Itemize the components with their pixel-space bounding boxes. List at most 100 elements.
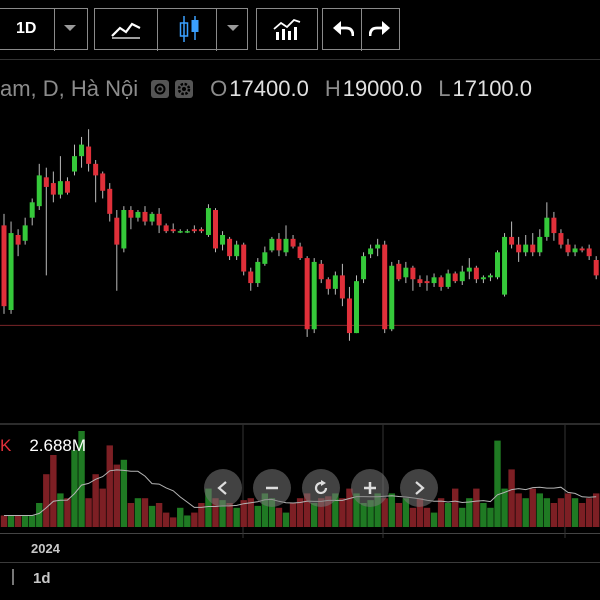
volume-bar [240, 500, 247, 527]
candle-body [22, 225, 28, 241]
candle-body [205, 208, 211, 235]
volume-bar [64, 498, 71, 527]
candle-body [156, 213, 162, 226]
candle-body [382, 244, 388, 330]
gear-icon[interactable] [174, 79, 194, 99]
candle-body [403, 267, 409, 278]
pane-divider [0, 423, 600, 425]
volume-bar [120, 459, 128, 527]
volume-bar [487, 507, 494, 527]
volume-bar [268, 498, 276, 527]
candle-body [177, 231, 183, 233]
candle-body [86, 146, 92, 164]
candle-body [114, 217, 120, 245]
zoom-out-button[interactable] [253, 469, 291, 507]
volume-bar [0, 515, 8, 527]
volume-bar [480, 503, 487, 527]
volume-bar [282, 512, 290, 527]
zoom-in-button[interactable] [351, 469, 389, 507]
scroll-right-button[interactable] [400, 469, 438, 507]
candle-body [332, 275, 338, 289]
volume-moving-average [4, 469, 597, 516]
candlestick-button[interactable] [158, 9, 216, 49]
interval-tab-1d[interactable]: 1d [33, 570, 51, 587]
candle-body [466, 267, 472, 272]
undo-button[interactable] [323, 9, 361, 49]
candle-body [213, 210, 218, 249]
volume-bar [191, 512, 198, 527]
time-axis-border [0, 533, 600, 534]
candle-body [339, 275, 345, 299]
volume-bar [127, 503, 135, 527]
candle-body [234, 244, 240, 257]
candle-body [417, 279, 423, 284]
volume-bar [184, 515, 191, 527]
candle-body [368, 248, 374, 255]
candle-body [128, 210, 134, 218]
candle-body [502, 236, 508, 295]
scrollbar-handle[interactable] [12, 569, 14, 585]
candle-body [276, 238, 282, 251]
chevron-down-icon[interactable] [64, 25, 76, 33]
volume-bar [444, 503, 452, 527]
time-axis-divider [0, 562, 600, 563]
volume-bar [219, 500, 226, 527]
line-chart-button[interactable] [95, 9, 157, 49]
candle-body [551, 217, 557, 234]
high-key: H [324, 76, 341, 101]
candle-body [509, 236, 515, 245]
zoom-in-icon [364, 482, 376, 494]
volume-bar [367, 500, 374, 527]
reset-button[interactable] [302, 469, 340, 507]
volume-bar [402, 498, 410, 527]
candle-body [452, 273, 458, 282]
candle-body [107, 188, 113, 214]
history-group [322, 8, 400, 51]
candle-body [318, 263, 324, 280]
candle-body [220, 235, 226, 245]
volume-bar [571, 498, 579, 527]
symbol-name[interactable]: am, D, Hà Nội [0, 76, 139, 101]
volume-bar [177, 507, 184, 527]
interval-selector[interactable]: 1D [0, 8, 88, 51]
volume-bar [198, 503, 205, 527]
interval-label: 1D [16, 20, 37, 37]
undo-icon [333, 21, 354, 37]
volume-bar [452, 488, 459, 527]
candle-body [572, 248, 578, 253]
volume-bar [325, 496, 332, 527]
volume-bar [106, 445, 113, 527]
indicators-button[interactable] [256, 8, 318, 50]
candle-body [558, 233, 564, 245]
price-volume-chart[interactable] [0, 0, 600, 540]
chevron-down-icon[interactable] [227, 25, 239, 33]
volume-bar [233, 507, 240, 527]
volume-bar [21, 515, 29, 527]
candle-body [487, 275, 493, 278]
volume-bar [501, 488, 508, 527]
candle-body [283, 238, 289, 253]
candle-body [50, 183, 56, 195]
volume-bar [416, 498, 424, 527]
scroll-left-button[interactable] [204, 469, 242, 507]
candle-body [170, 229, 176, 232]
zoom-out-icon [266, 486, 278, 490]
candle-body [262, 252, 268, 264]
candle-body [495, 252, 500, 278]
volume-bar [36, 503, 43, 527]
candle-body [396, 263, 402, 280]
volume-bar [92, 474, 99, 527]
volume-bar [423, 507, 431, 527]
volume-bar [14, 515, 22, 527]
volume-bar [289, 503, 297, 527]
candlestick-icon [179, 16, 199, 42]
candle-body [72, 156, 77, 172]
redo-button[interactable] [362, 9, 400, 49]
candle-body [516, 244, 522, 253]
eye-icon[interactable] [150, 79, 170, 99]
candle-body [8, 233, 14, 310]
candle-body [311, 261, 317, 330]
candle-body [523, 244, 529, 253]
volume-bar [247, 498, 254, 527]
reset-icon [314, 480, 328, 495]
